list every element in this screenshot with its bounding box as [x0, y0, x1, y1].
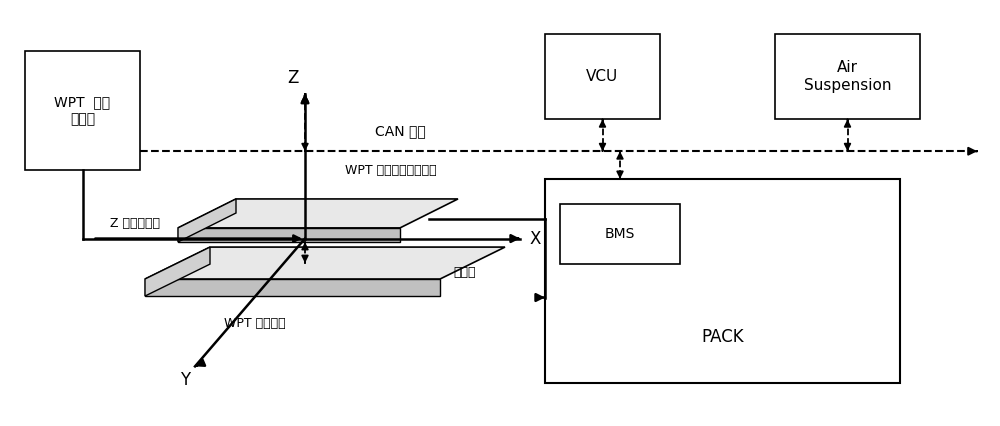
Text: Z: Z: [287, 69, 299, 87]
Polygon shape: [145, 279, 440, 296]
Bar: [775, 34, 920, 119]
Polygon shape: [145, 247, 210, 296]
Bar: [545, 34, 660, 119]
Polygon shape: [178, 199, 236, 242]
Text: WPT  车外
控制器: WPT 车外 控制器: [54, 96, 111, 126]
Text: WPT 接收线圈及控制器: WPT 接收线圈及控制器: [345, 164, 437, 177]
Text: WPT 发射线圈: WPT 发射线圈: [224, 317, 286, 331]
Text: 高压线: 高压线: [454, 266, 476, 279]
Polygon shape: [145, 247, 505, 279]
Bar: [560, 204, 680, 264]
Polygon shape: [178, 228, 400, 242]
Text: PACK: PACK: [701, 328, 744, 345]
Text: Y: Y: [180, 371, 190, 389]
Text: BMS: BMS: [605, 227, 635, 241]
Text: CAN 总线: CAN 总线: [375, 124, 425, 138]
Polygon shape: [178, 199, 458, 228]
Text: Air
Suspension: Air Suspension: [804, 60, 891, 93]
Text: Z 向高度调节: Z 向高度调节: [110, 217, 160, 230]
Text: VCU: VCU: [586, 69, 619, 84]
Bar: [25, 51, 140, 170]
Text: X: X: [530, 230, 541, 248]
Bar: [545, 179, 900, 383]
